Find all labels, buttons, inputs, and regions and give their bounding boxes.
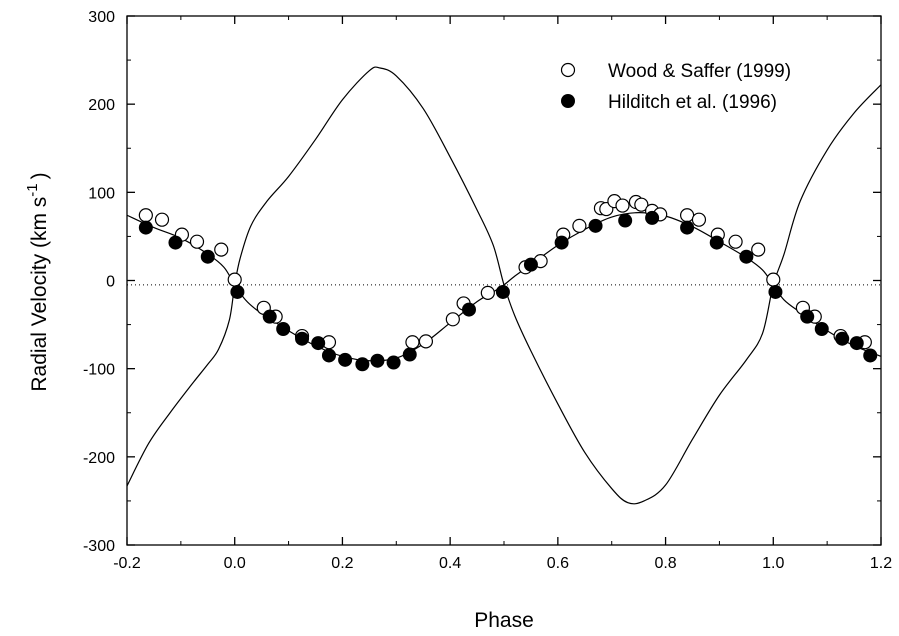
hilditch-point-22 <box>709 235 724 250</box>
wood-saffer-point-3 <box>189 234 205 249</box>
wood-saffer-point-11 <box>418 334 434 349</box>
hilditch-point-9 <box>338 352 353 367</box>
hilditch-point-19 <box>618 213 633 228</box>
x-axis-title: Phase <box>474 609 534 632</box>
hilditch-point-21 <box>680 220 695 235</box>
wood-saffer-point-28 <box>691 212 707 227</box>
hilditch-point-20 <box>645 210 660 225</box>
y-tick-label: 200 <box>88 97 115 114</box>
hilditch-point-16 <box>523 257 538 272</box>
x-tick-label: 0.2 <box>331 555 353 572</box>
legend-label-wood-saffer: Wood & Saffer (1999) <box>608 61 791 82</box>
hilditch-point-4 <box>262 309 277 324</box>
x-tick-label: 0.6 <box>547 555 569 572</box>
wood-saffer-point-1 <box>154 212 170 227</box>
hilditch-point-29 <box>863 348 878 363</box>
hilditch-point-25 <box>800 309 815 324</box>
hilditch-point-10 <box>355 357 370 372</box>
wood-saffer-point-12 <box>445 312 460 327</box>
wood-saffer-point-31 <box>751 242 766 257</box>
x-tick-label: 0.4 <box>439 555 461 572</box>
y-tick-label: -200 <box>83 450 115 467</box>
y-axis-title-close: ) <box>28 172 51 179</box>
wood-saffer-point-22 <box>615 198 630 213</box>
x-tick-label: 1.0 <box>762 555 784 572</box>
x-tick-label: 1.2 <box>870 555 892 572</box>
wood-saffer-point-27 <box>680 208 695 223</box>
data-points <box>138 194 878 372</box>
hilditch-point-24 <box>768 284 783 299</box>
hilditch-point-3 <box>230 284 245 299</box>
hilditch-point-27 <box>835 331 850 346</box>
hilditch-point-28 <box>849 336 864 351</box>
hilditch-point-1 <box>168 235 183 250</box>
x-tick-label: 0.8 <box>654 555 676 572</box>
wood-saffer-point-4 <box>214 242 229 257</box>
wood-saffer-point-14 <box>480 285 495 300</box>
hilditch-point-23 <box>739 249 754 264</box>
wood-saffer-point-0 <box>138 208 153 223</box>
wood-saffer-point-10 <box>405 335 420 350</box>
hilditch-point-6 <box>295 331 310 346</box>
wood-saffer-point-24 <box>634 197 649 212</box>
hilditch-point-7 <box>311 336 326 351</box>
hilditch-point-18 <box>588 218 603 233</box>
wood-saffer-point-32 <box>766 272 781 287</box>
wood-saffer-point-5 <box>227 272 242 287</box>
x-tick-label: -0.2 <box>113 555 141 572</box>
hilditch-point-8 <box>321 348 336 363</box>
hilditch-point-17 <box>554 235 569 250</box>
y-tick-label: 300 <box>88 9 115 26</box>
hilditch-point-5 <box>276 321 291 336</box>
legend-label-hilditch: Hilditch et al. (1996) <box>608 92 777 113</box>
x-tick-label: 0.0 <box>224 555 246 572</box>
wood-saffer-point-18 <box>572 218 587 233</box>
hilditch-point-11 <box>370 353 385 368</box>
y-tick-label: -100 <box>83 362 115 379</box>
hilditch-point-0 <box>138 220 153 235</box>
wood-saffer-point-30 <box>728 234 743 249</box>
legend-marker-wood-saffer <box>560 62 576 78</box>
y-axis-title-superscript: -1 <box>24 183 41 196</box>
y-axis-title: Radial Velocity (km s-1) <box>24 172 51 391</box>
y-axis-title-main: Radial Velocity (km s <box>28 197 51 392</box>
hilditch-point-15 <box>495 284 510 299</box>
y-tick-label: -300 <box>83 538 115 555</box>
hilditch-point-12 <box>386 355 401 370</box>
axes: -0.2 0.0 0.2 0.4 0.6 0.8 1.0 1.2 -300 -200 -100 0 10… <box>83 9 892 572</box>
hilditch-point-13 <box>402 347 417 362</box>
legend: Wood & Saffer (1999) Hilditch et al. (19… <box>560 61 791 113</box>
y-tick-label: 100 <box>88 185 115 202</box>
hilditch-point-26 <box>814 321 829 336</box>
model-curve-1 <box>126 66 882 505</box>
hilditch-point-2 <box>200 249 215 264</box>
legend-marker-hilditch <box>561 94 575 108</box>
hilditch-point-14 <box>461 302 476 317</box>
y-tick-label: 0 <box>106 274 115 291</box>
